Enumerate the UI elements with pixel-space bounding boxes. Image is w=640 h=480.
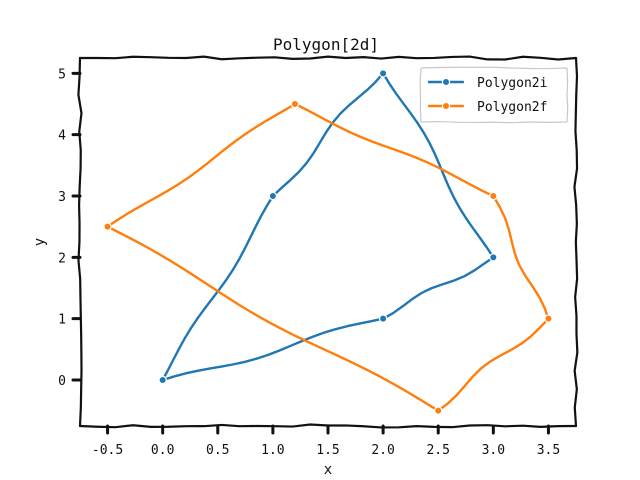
frame-top	[78, 55, 578, 61]
y-axis-label: y	[32, 238, 48, 246]
legend-swatch-marker	[441, 101, 451, 111]
x-tick-label: 3.0	[482, 443, 505, 458]
x-tick-label: 1.5	[316, 443, 339, 458]
data-point	[434, 406, 443, 415]
axis-ticks: -0.5 0.0 0.5 1.0 1.5 2.0 2.5 3.0 3.5 0 1 2 3 4 5	[58, 67, 560, 458]
x-tick-label: 2.5	[426, 443, 449, 458]
legend-label: Polygon2f	[477, 100, 547, 115]
data-point	[158, 375, 167, 385]
data-point	[489, 191, 498, 201]
data-point	[378, 69, 388, 78]
x-tick-label: 2.0	[371, 443, 394, 458]
series-layer	[103, 69, 553, 415]
data-point	[378, 314, 388, 323]
legend-frame	[419, 66, 569, 124]
x-axis-label: x	[324, 462, 332, 478]
y-tick-label: 5	[58, 67, 66, 82]
y-tick-label: 3	[58, 190, 66, 205]
data-point	[103, 222, 112, 231]
data-point	[268, 191, 278, 201]
x-tick-label: 0.0	[151, 443, 174, 458]
frame-left	[77, 56, 83, 428]
data-point	[290, 99, 300, 109]
legend: Polygon2i Polygon2f	[419, 66, 569, 124]
y-tick-label: 4	[58, 129, 66, 144]
y-tick-label: 2	[58, 251, 66, 266]
frame-right	[573, 56, 579, 428]
y-tick-label: 1	[58, 313, 66, 328]
data-point	[544, 314, 553, 323]
x-tick-label: 1.0	[261, 443, 284, 458]
x-tick-label: -0.5	[92, 443, 123, 458]
x-tick-label: 3.5	[537, 443, 560, 458]
legend-label: Polygon2i	[477, 76, 547, 91]
y-tick-label: 0	[58, 374, 66, 389]
chart-title: Polygon[2d]	[273, 35, 379, 54]
legend-swatch-marker	[441, 77, 451, 87]
data-point	[489, 253, 498, 262]
series-line-polygon2f	[106, 102, 550, 412]
x-tick-label: 0.5	[206, 443, 229, 458]
series-line-polygon2i	[161, 72, 495, 382]
